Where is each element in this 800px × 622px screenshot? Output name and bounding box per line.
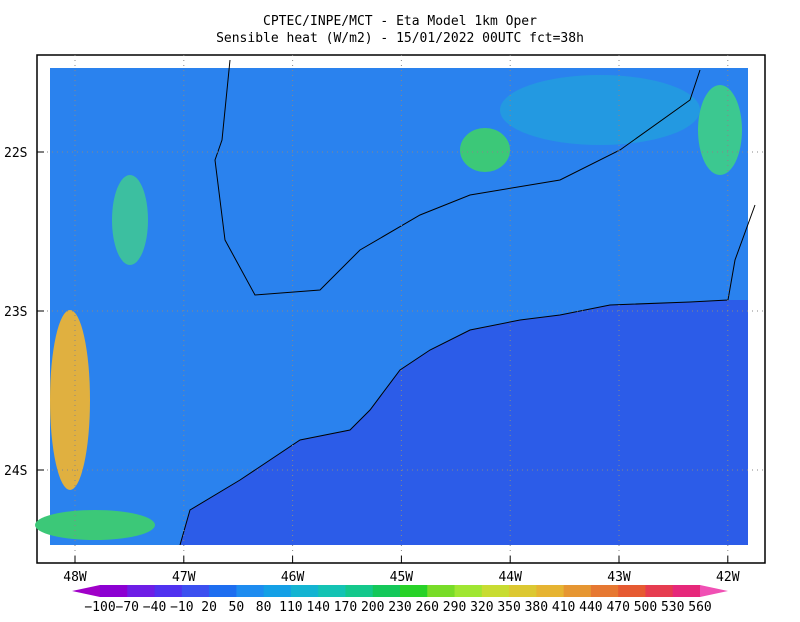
- colorbar-box: [290, 585, 319, 597]
- colorbar-box: [154, 585, 183, 597]
- colorbar-label: 470: [606, 600, 629, 615]
- lat-label: 22S: [4, 146, 27, 161]
- colorbar-box: [618, 585, 646, 597]
- colorbar-label: 290: [443, 600, 466, 615]
- colorbar-box: [372, 585, 401, 597]
- colorbar-label: 500: [634, 600, 657, 615]
- coastline: [179, 204, 756, 546]
- lon-label: 42W: [716, 570, 740, 585]
- lon-label: 43W: [607, 570, 631, 585]
- colorbar-label: 200: [361, 600, 384, 615]
- state-border: [214, 59, 701, 296]
- colorbar-label: 320: [470, 600, 493, 615]
- lon-label: 46W: [281, 570, 305, 585]
- graticule: 22S 23S 24S 48W 47W 46W 45W 44W 43W 42W: [4, 55, 765, 585]
- title: CPTEC/INPE/MCT - Eta Model 1km Oper: [263, 14, 537, 29]
- colorbar-box: [236, 585, 265, 597]
- colorbar-label: 80: [256, 600, 272, 615]
- colorbar-label: −70: [116, 600, 139, 615]
- colorbar-box: [181, 585, 210, 597]
- colorbar-box: [563, 585, 592, 597]
- warm-patch: [460, 128, 510, 172]
- colorbar-label: −10: [170, 600, 193, 615]
- colorbar-box: [454, 585, 483, 597]
- lon-label: 47W: [172, 570, 196, 585]
- warm-patch: [698, 85, 742, 175]
- lat-label: 24S: [4, 464, 27, 479]
- colorbar-box: [400, 585, 428, 597]
- colorbar-label: 350: [497, 600, 520, 615]
- colorbar-box: [590, 585, 619, 597]
- colorbar-label: −100: [84, 600, 115, 615]
- subtitle: Sensible heat (W/m2) - 15/01/2022 00UTC …: [216, 31, 584, 46]
- colorbar-box: [318, 585, 346, 597]
- colorbar-label: 230: [388, 600, 411, 615]
- warm-patch: [112, 175, 148, 265]
- colorbar: −100 −70 −40 −10 20 50 80 110 140 170 200 230 260 290…: [72, 585, 728, 615]
- colorbar-box: [536, 585, 565, 597]
- colorbar-arrow: [700, 585, 728, 597]
- colorbar-label: 170: [334, 600, 357, 615]
- colorbar-label: −40: [143, 600, 166, 615]
- colorbar-box: [263, 585, 292, 597]
- lon-label: 45W: [390, 570, 414, 585]
- colorbar-label: 260: [416, 600, 439, 615]
- warm-patch: [500, 75, 700, 145]
- colorbar-box: [427, 585, 456, 597]
- colorbar-box: [509, 585, 537, 597]
- colorbar-box: [127, 585, 156, 597]
- colorbar-box: [672, 585, 701, 597]
- colorbar-label: 440: [579, 600, 602, 615]
- colorbar-box: [345, 585, 374, 597]
- colorbar-label: 410: [552, 600, 575, 615]
- colorbar-box: [100, 585, 128, 597]
- colorbar-box: [481, 585, 510, 597]
- colorbar-label: 50: [229, 600, 245, 615]
- colorbar-label: 530: [661, 600, 684, 615]
- colorbar-box: [645, 585, 674, 597]
- ocean: [180, 300, 748, 545]
- colorbar-label: 380: [525, 600, 548, 615]
- colorbar-label: 110: [279, 600, 302, 615]
- colorbar-arrow: [72, 585, 100, 597]
- warm-patch: [35, 510, 155, 540]
- lat-label: 23S: [4, 305, 27, 320]
- colorbar-label: 140: [306, 600, 329, 615]
- colorbar-label: 560: [688, 600, 711, 615]
- colorbar-box: [209, 585, 237, 597]
- lon-label: 44W: [498, 570, 522, 585]
- colorbar-label: 20: [201, 600, 217, 615]
- lon-label: 48W: [63, 570, 87, 585]
- warm-patch: [50, 310, 90, 490]
